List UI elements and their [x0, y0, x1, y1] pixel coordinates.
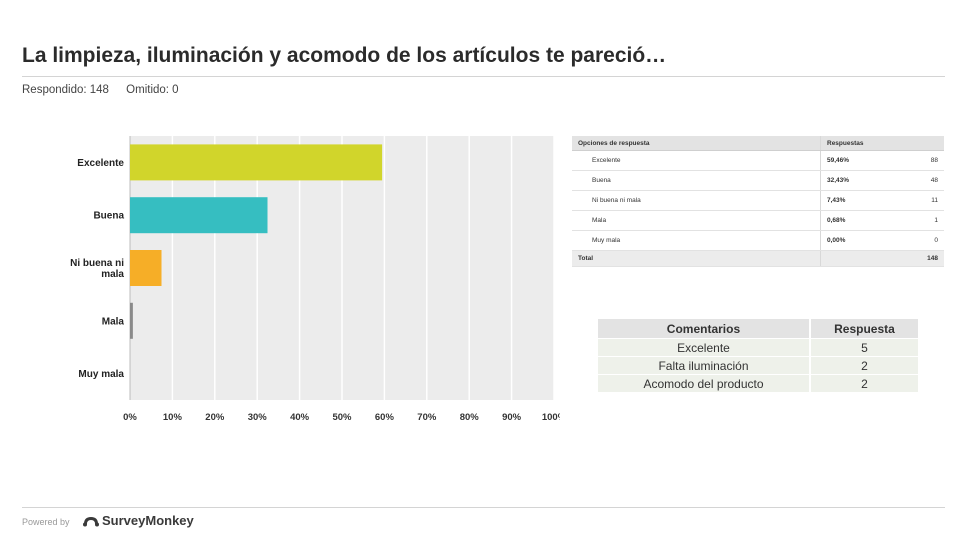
answered-count: Respondido: 148	[22, 84, 109, 96]
x-tick-label: 70%	[417, 412, 437, 423]
surveymonkey-brand: SurveyMonkey	[102, 513, 194, 528]
page-title: La limpieza, iluminación y acomodo de lo…	[22, 44, 667, 67]
table-row: Excelente 5	[598, 338, 918, 357]
percent-value: 7,43%	[827, 197, 846, 204]
x-tick-label: 40%	[290, 412, 310, 423]
category-label: Ni buena ni mala	[70, 258, 124, 280]
percent-value: 59,46%	[827, 157, 850, 164]
option-label: Muy mala	[572, 230, 821, 251]
comment-count: 2	[808, 356, 918, 375]
bars	[130, 144, 383, 339]
bar	[130, 144, 383, 181]
answer-header: Respuesta	[808, 319, 918, 339]
response-cell: 32,43% 48	[820, 170, 944, 191]
comments-header-row: Comentarios Respuesta	[598, 319, 918, 339]
bar	[130, 302, 133, 339]
percent-value: 32,43%	[827, 177, 850, 184]
table-row: Mala 0,68% 1	[572, 210, 944, 231]
total-value: 148	[927, 255, 938, 262]
comment-text: Falta iluminación	[598, 356, 810, 375]
responses-table: Opciones de respuesta Respuestas Excelen…	[572, 136, 944, 267]
x-tick-label: 10%	[163, 412, 183, 423]
count-value: 0	[934, 237, 938, 244]
percent-value: 0,68%	[827, 217, 846, 224]
x-tick-label: 50%	[332, 412, 352, 423]
options-header: Opciones de respuesta	[572, 136, 821, 151]
count-value: 1	[934, 217, 938, 224]
x-tick-label: 100%	[542, 412, 560, 423]
bar	[130, 250, 162, 286]
table-row: Excelente 59,46% 88	[572, 150, 944, 171]
x-tick-labels: 0% 10% 20% 30% 40% 50% 60% 70% 80% 90% 100%	[123, 412, 560, 423]
comment-count: 2	[808, 374, 918, 392]
table-row: Muy mala 0,00% 0	[572, 230, 944, 251]
table-row: Acomodo del producto 2	[598, 374, 918, 392]
option-label: Ni buena ni mala	[572, 190, 821, 211]
comments-header: Comentarios	[598, 319, 810, 339]
x-tick-label: 30%	[248, 412, 268, 423]
count-value: 48	[930, 177, 938, 184]
x-tick-label: 20%	[205, 412, 225, 423]
table-row: Falta iluminación 2	[598, 356, 918, 375]
footer-divider	[22, 507, 945, 508]
option-label: Excelente	[572, 150, 821, 171]
responses-header-row: Opciones de respuesta Respuestas	[572, 136, 944, 151]
count-value: 11	[931, 197, 938, 204]
x-tick-label: 0%	[123, 412, 137, 423]
title-divider	[22, 76, 945, 77]
x-tick-label: 90%	[502, 412, 522, 423]
skipped-count: Omitido: 0	[126, 84, 179, 96]
response-cell: 0,00% 0	[820, 230, 944, 251]
bar-chart: Excelente Buena Ni buena ni mala Mala Muy mal…	[70, 136, 560, 423]
comment-text: Acomodo del producto	[598, 374, 810, 392]
category-label: Excelente	[77, 158, 124, 169]
powered-by-text: Powered by	[22, 517, 70, 527]
comment-text: Excelente	[598, 338, 810, 357]
x-tick-label: 60%	[375, 412, 395, 423]
comments-table: Comentarios Respuesta Excelente 5 Falta …	[598, 319, 918, 392]
table-row: Ni buena ni mala 7,43% 11	[572, 190, 944, 211]
category-label: Buena	[93, 211, 124, 222]
category-label: Mala	[102, 316, 125, 327]
option-label: Buena	[572, 170, 821, 191]
bar	[130, 197, 268, 234]
response-cell: 59,46% 88	[820, 150, 944, 171]
table-row: Buena 32,43% 48	[572, 170, 944, 191]
monkey-logo-icon	[83, 517, 99, 527]
percent-value: 0,00%	[827, 237, 846, 244]
response-stats: Respondido: 148 Omitido: 0	[22, 84, 193, 96]
responses-header: Respuestas	[820, 136, 944, 151]
option-label: Mala	[572, 210, 821, 231]
category-label: Muy mala	[78, 369, 124, 380]
count-value: 88	[930, 157, 938, 164]
comment-count: 5	[808, 338, 918, 357]
total-row: Total 148	[572, 250, 944, 267]
response-cell: 7,43% 11	[820, 190, 944, 211]
total-cell: 148	[820, 250, 944, 267]
x-tick-label: 80%	[460, 412, 480, 423]
total-label: Total	[572, 250, 821, 267]
category-labels: Excelente Buena Ni buena ni mala Mala Muy mal…	[70, 158, 124, 380]
response-cell: 0,68% 1	[820, 210, 944, 231]
